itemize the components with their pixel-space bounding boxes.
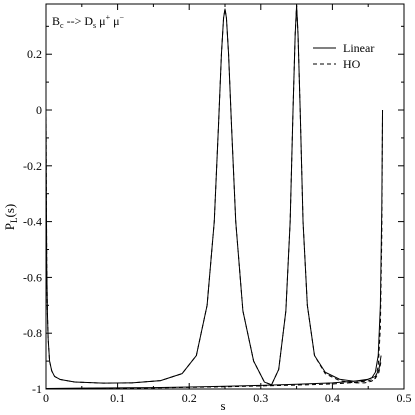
series-layer (45, 4, 384, 390)
y-axis-label-base: P (2, 223, 17, 230)
annotation-part-base: --> D (64, 14, 94, 28)
y-axis-label-rest: (s) (2, 204, 17, 218)
x-tick-label: 0.5 (397, 391, 412, 405)
y-tick-label: -0.4 (23, 215, 42, 229)
series-line-lower-3 (45, 361, 382, 390)
x-tick-label: 0.3 (253, 391, 268, 405)
x-axis-ticks: 0 0.1 0.2 0.3 0.4 0.5 (43, 4, 412, 405)
plot-annotation: Bc --> Ds μ+ μ− (52, 13, 125, 30)
series-line-linear (45, 4, 384, 386)
x-tick-label: 0 (43, 391, 49, 405)
y-axis-label-sub: L (9, 217, 19, 223)
x-tick-label: 0.4 (325, 391, 340, 405)
annotation-part-base: μ (110, 14, 119, 28)
annotation-part-sup: − (120, 13, 125, 22)
plot-area: 0 0.1 0.2 0.3 0.4 0.5 0.2 0 -0.2 -0.4 -0.6 -0.8 -1 (23, 3, 412, 405)
y-axis-label: PL(s) (2, 204, 19, 230)
y-tick-label: 0 (36, 103, 42, 117)
annotation-part-base: μ (96, 14, 105, 28)
y-tick-label: -0.2 (23, 159, 42, 173)
y-axis-ticks: 0.2 0 -0.2 -0.4 -0.6 -0.8 -1 (23, 25, 404, 396)
y-tick-label: -1 (32, 382, 42, 396)
legend: Linear HO (313, 41, 374, 71)
series-line-lower-2 (45, 355, 382, 389)
y-tick-label: 0.2 (27, 47, 42, 61)
x-tick-label: 0.1 (110, 391, 125, 405)
y-tick-label: -0.8 (23, 326, 42, 340)
y-tick-label: -0.6 (23, 270, 42, 284)
x-tick-label: 0.2 (182, 391, 197, 405)
annotation-part-sub: s (93, 21, 96, 30)
legend-label-linear: Linear (343, 41, 374, 55)
legend-label-ho: HO (343, 57, 361, 71)
annotation-part-sub: c (60, 21, 64, 30)
annotation-part-base: B (52, 14, 60, 28)
series-line-ho (45, 4, 384, 386)
annotation-part-sup: + (106, 13, 111, 22)
x-axis-label: s (220, 398, 225, 413)
